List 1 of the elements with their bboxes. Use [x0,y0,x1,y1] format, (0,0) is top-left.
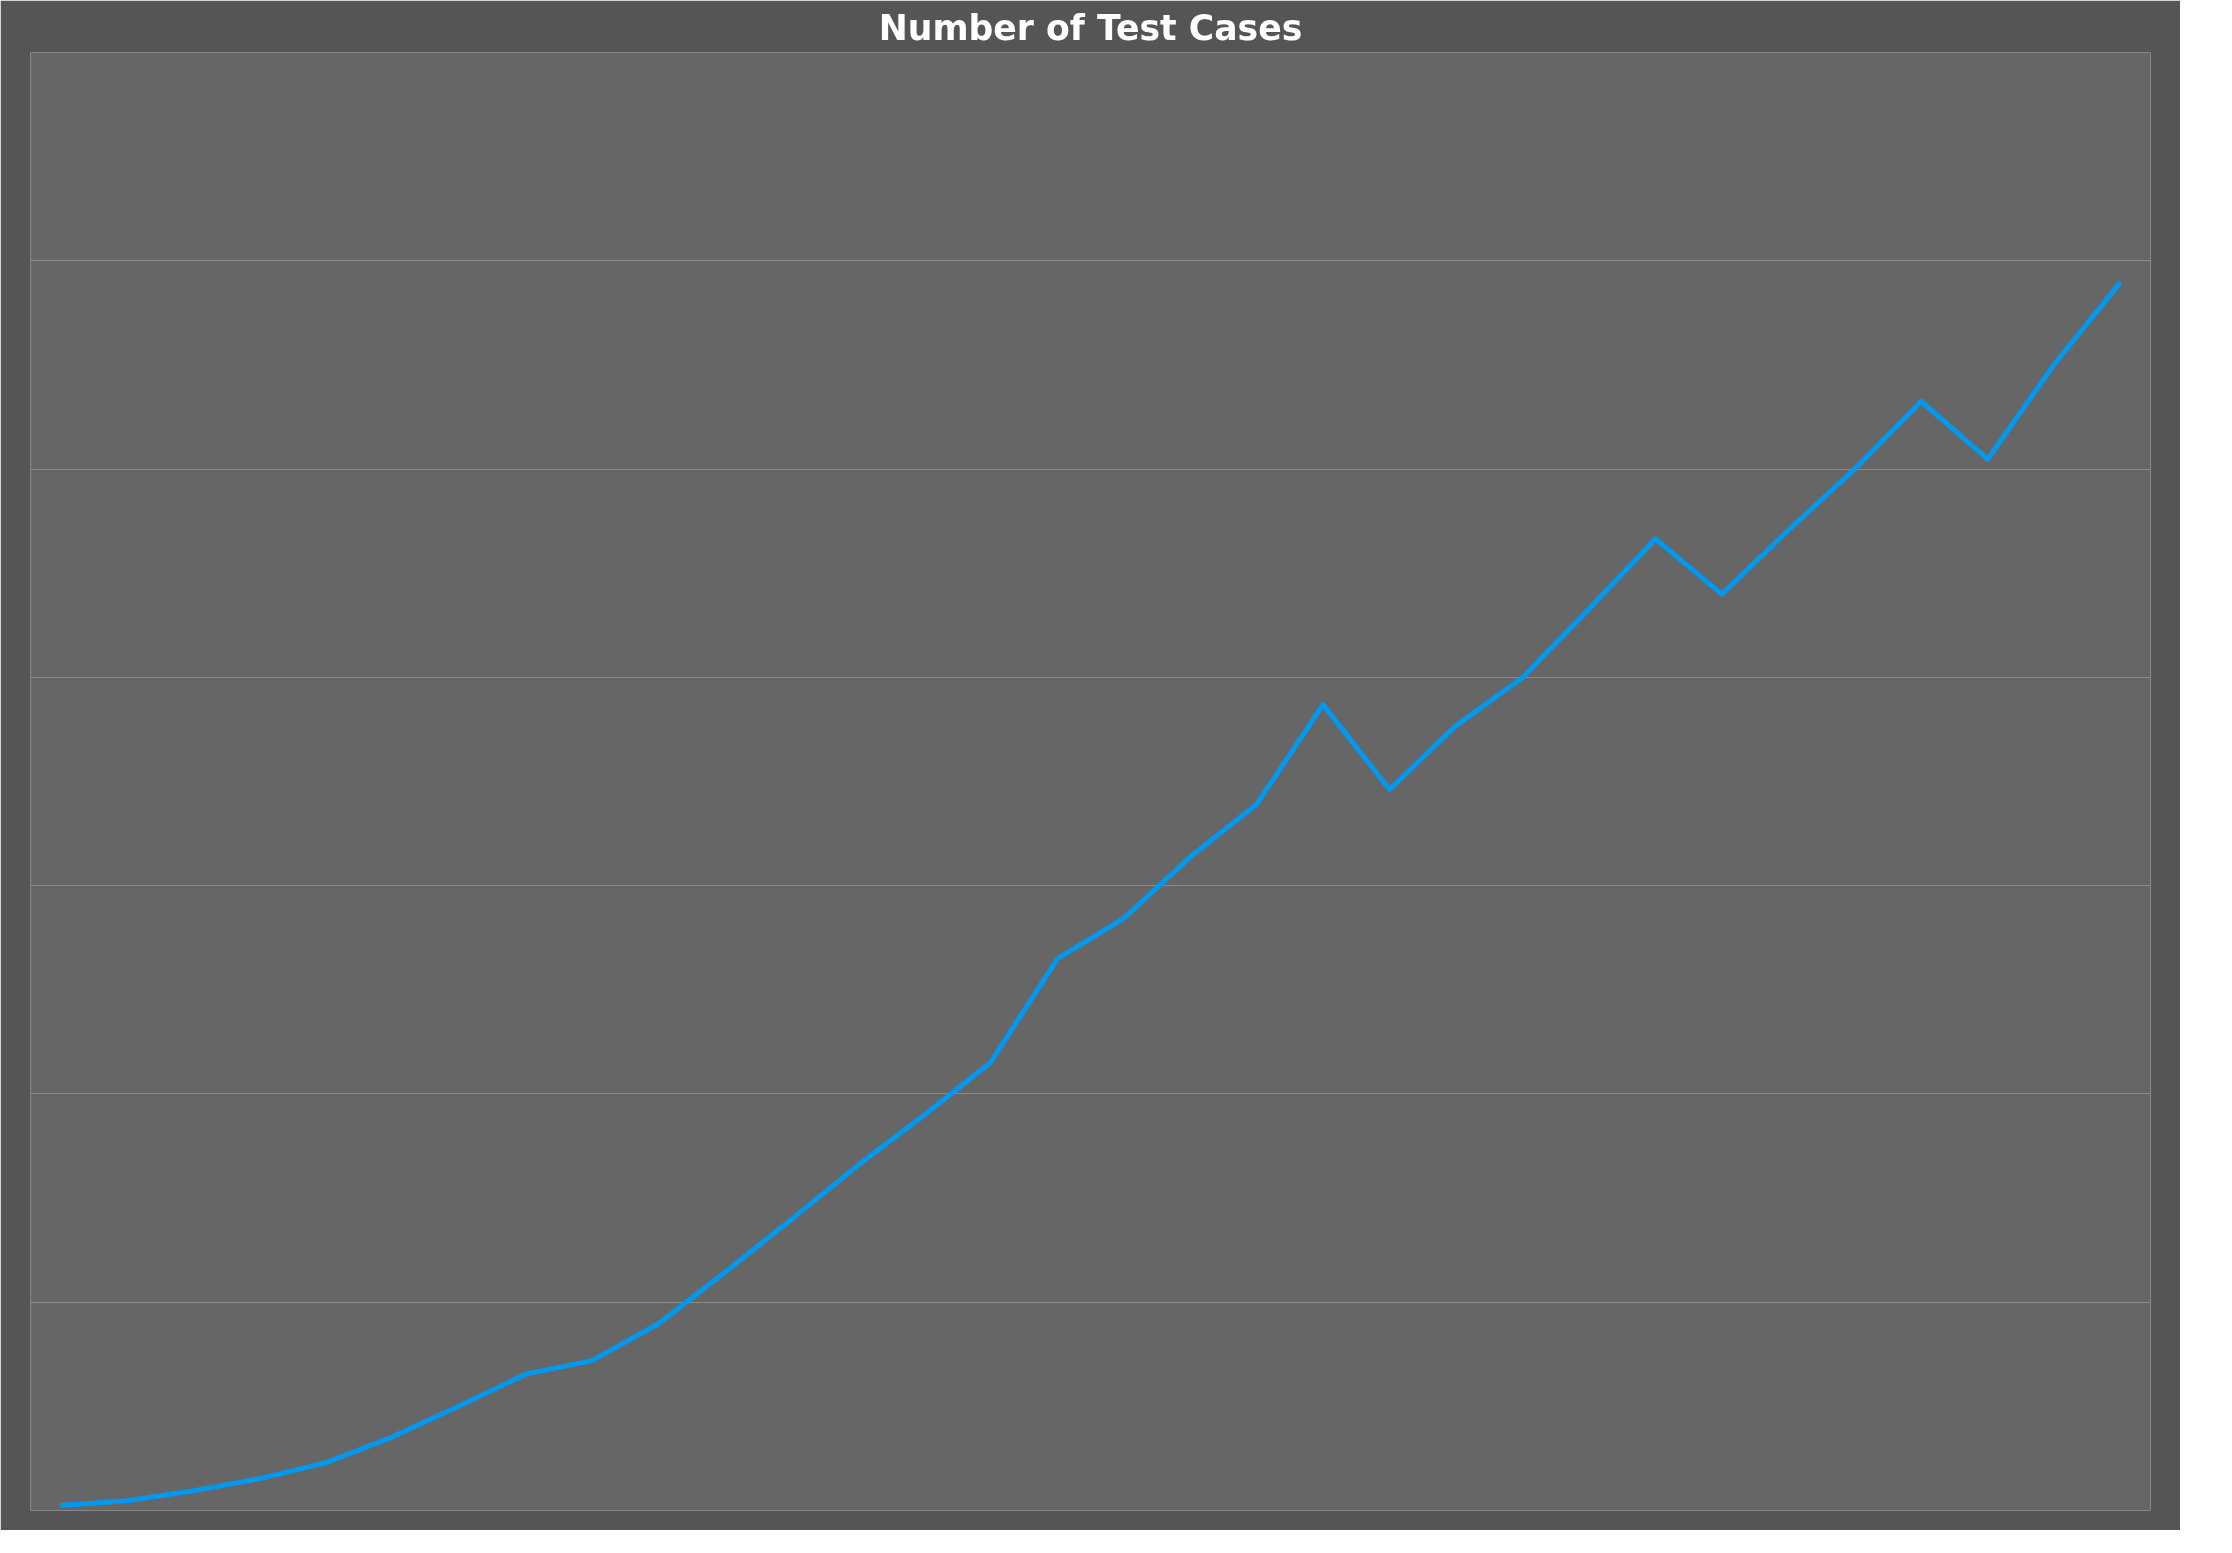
chart-title: Number of Test Cases [878,7,1303,48]
